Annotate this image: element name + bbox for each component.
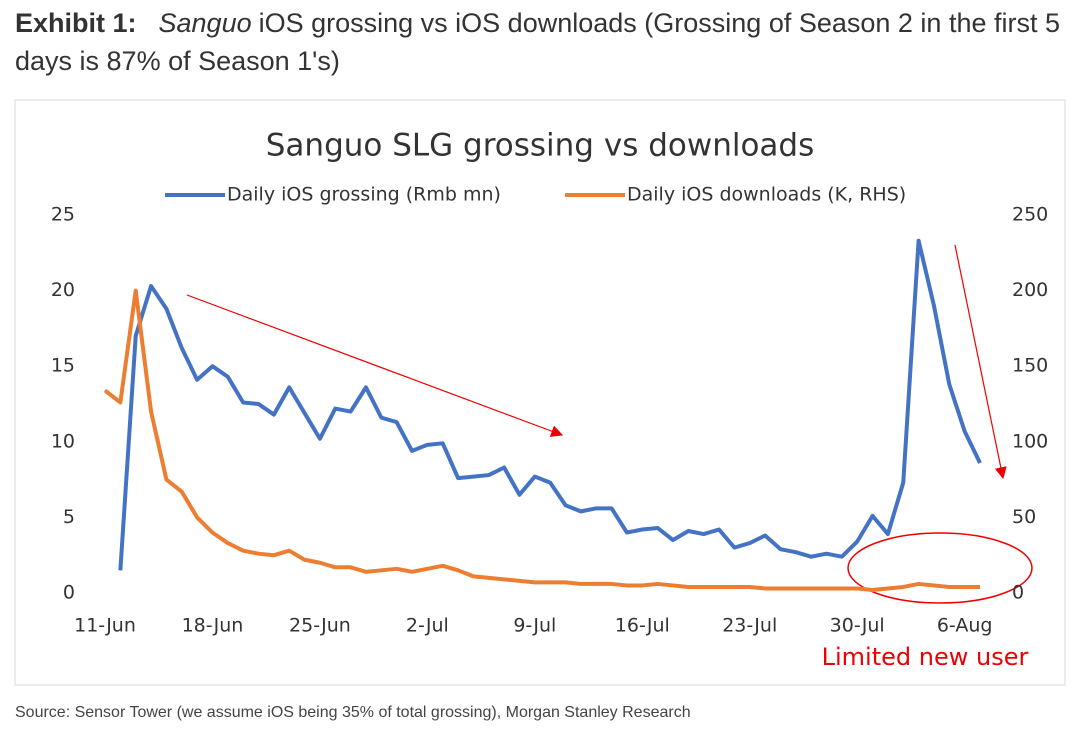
x-tick-label: 6-Aug — [937, 615, 993, 637]
header-title: iOS grossing vs iOS downloads (Grossing … — [15, 8, 1060, 76]
series-line — [118, 238, 982, 571]
legend-label: Daily iOS downloads (K, RHS) — [627, 184, 906, 206]
y-tick-label: 25 — [51, 204, 75, 226]
x-tick-label: 25-Jun — [289, 615, 351, 637]
y2-tick-label: 200 — [1012, 279, 1048, 301]
x-tick-label: 23-Jul — [722, 615, 777, 637]
series-line — [103, 288, 980, 592]
y-tick-label: 0 — [63, 582, 75, 604]
annotation: Limited new user — [822, 643, 1029, 671]
x-tick-label: 2-Jul — [406, 615, 449, 637]
y-tick-label: 5 — [63, 506, 75, 528]
y2-tick-label: 100 — [1012, 430, 1048, 452]
legend-label: Daily iOS grossing (Rmb mn) — [227, 184, 501, 206]
y-tick-label: 20 — [51, 279, 75, 301]
y-tick-label: 15 — [51, 355, 75, 377]
y2-tick-label: 150 — [1012, 355, 1048, 377]
y2-tick-label: 250 — [1012, 204, 1048, 226]
title-italic: Sanguo — [158, 8, 252, 38]
trend-arrow — [186, 294, 564, 437]
header: Exhibit 1: Sanguo iOS grossing vs iOS down… — [15, 4, 1065, 80]
x-tick-label: 18-Jun — [182, 615, 244, 637]
x-tick-label: 30-Jul — [830, 615, 885, 637]
source: Source: Sensor Tower (we assume iOS bein… — [15, 704, 691, 721]
y-tick-label: 10 — [51, 430, 75, 452]
highlight-ellipse — [847, 532, 1033, 604]
x-tick-label: 9-Jul — [513, 615, 556, 637]
y2-tick-label: 0 — [1012, 582, 1024, 604]
y2-tick-label: 50 — [1012, 506, 1036, 528]
x-tick-label: 11-Jun — [74, 615, 136, 637]
trend-arrow — [954, 244, 1007, 480]
x-tick-label: 16-Jul — [615, 615, 670, 637]
chart-title: Sanguo SLG grossing vs downloads — [266, 128, 815, 164]
exhibit-label: Exhibit 1: — [15, 8, 137, 38]
